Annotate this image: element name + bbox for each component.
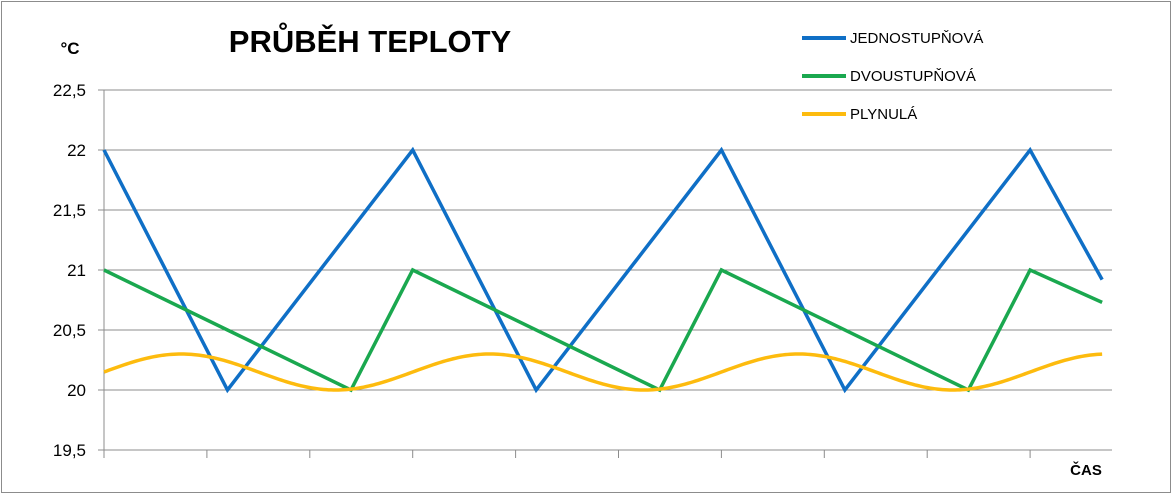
y-tick-label: 20,5 <box>53 321 86 340</box>
legend-label: PLYNULÁ <box>850 106 917 123</box>
series-line-1 <box>102 146 1104 394</box>
series-line-2 <box>103 267 1103 393</box>
series-lines <box>102 146 1104 394</box>
series-line-3 <box>103 352 1103 392</box>
y-tick-label: 20 <box>67 381 86 400</box>
y-tick-label: 21 <box>67 261 86 280</box>
legend-label: JEDNOSTUPŇOVÁ <box>850 30 983 47</box>
legend: JEDNOSTUPŇOVÁ DVOUSTUPŇOVÁ PLYNULÁ <box>802 30 983 123</box>
y-tick-label: 22 <box>67 141 86 160</box>
chart-title: PRŮBĚH TEPLOTY <box>229 21 512 59</box>
y-tick-label: 22,5 <box>53 81 86 100</box>
x-axis-label: ČAS <box>1070 461 1102 479</box>
y-axis-unit: °C <box>60 39 79 58</box>
legend-label: DVOUSTUPŇOVÁ <box>850 68 976 85</box>
y-tick-label: 19,5 <box>53 441 86 460</box>
y-tick-label: 21,5 <box>53 201 86 220</box>
axes <box>98 89 1112 458</box>
y-tick-labels: 19,5 20 20,5 21 21,5 22 22,5 <box>53 81 86 460</box>
